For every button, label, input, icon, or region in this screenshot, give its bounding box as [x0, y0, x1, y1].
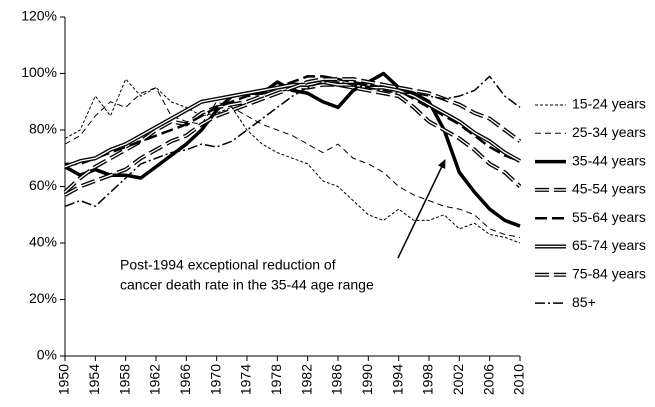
legend-label: 45-54 years: [572, 181, 646, 197]
y-tick-label: 120%: [21, 8, 57, 24]
x-tick-label: 1990: [359, 364, 375, 395]
legend-label: 75-84 years: [572, 266, 646, 282]
x-tick-label: 2002: [450, 364, 466, 395]
x-tick-label: 1954: [86, 364, 102, 395]
series-line: [64, 87, 521, 238]
series-line: [65, 75, 521, 166]
x-tick-label: 2006: [480, 364, 496, 395]
x-tick-label: 1982: [298, 364, 314, 395]
x-tick-label: 1986: [329, 364, 345, 395]
y-tick-label: 20%: [29, 290, 57, 306]
x-tick-label: 1994: [389, 364, 405, 395]
y-tick-label: 100%: [21, 64, 57, 80]
x-tick-label: 2010: [511, 364, 527, 395]
x-tick-label: 1950: [56, 364, 72, 395]
y-tick-label: 40%: [29, 234, 57, 250]
legend-label: 25-34 years: [572, 124, 646, 140]
legend-label: 15-24 years: [572, 96, 646, 112]
x-tick-label: 1998: [420, 364, 436, 395]
x-tick-label: 1962: [147, 364, 163, 395]
x-tick-label: 1958: [116, 364, 132, 395]
y-tick-label: 60%: [29, 177, 57, 193]
annotation-text: cancer death rate in the 35-44 age range: [120, 277, 374, 293]
y-tick-label: 0%: [37, 347, 57, 363]
legend-label: 35-44 years: [572, 152, 646, 168]
annotation-arrow: [397, 159, 446, 259]
annotation-text: Post-1994 exceptional reduction of: [120, 257, 336, 273]
legend-label: 65-74 years: [572, 237, 646, 253]
series-line: [64, 75, 521, 208]
y-tick-label: 80%: [29, 121, 57, 137]
series-line-inner: [64, 81, 521, 168]
legend-label: 55-64 years: [572, 209, 646, 225]
legend-label: 85+: [572, 294, 596, 310]
x-tick-label: 1974: [238, 364, 254, 395]
x-tick-label: 1966: [177, 364, 193, 395]
x-tick-label: 1978: [268, 364, 284, 395]
x-tick-label: 1970: [207, 364, 223, 395]
series-line: [64, 78, 521, 244]
